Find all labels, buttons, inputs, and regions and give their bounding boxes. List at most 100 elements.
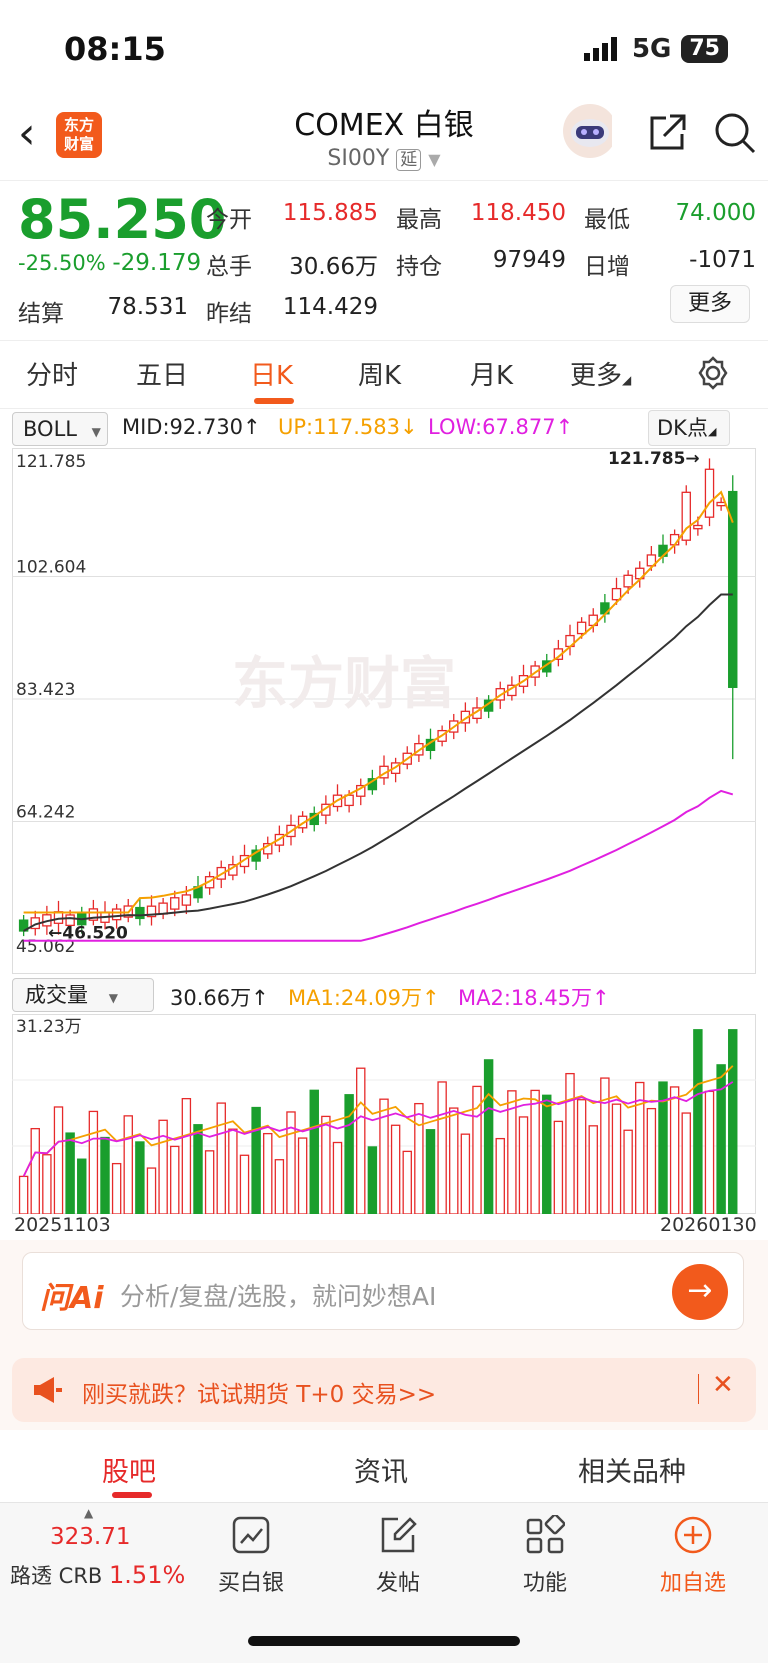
candle-body (728, 490, 738, 688)
ai-input-placeholder[interactable]: 分析/复盘/选股，就问妙想AI (120, 1282, 437, 1311)
volume-bar (658, 1081, 668, 1214)
candle-body (146, 905, 157, 918)
value-low: 74.000 (675, 200, 756, 226)
watermark: 东方财富 (232, 652, 456, 717)
label-prev-settle: 昨结 (206, 301, 252, 327)
indicator-select[interactable]: BOLL ▼ (12, 412, 108, 446)
price-axis-label: 121.785 (16, 452, 86, 472)
active-tab-indicator (254, 398, 294, 404)
arrow-right-icon[interactable]: → (672, 1264, 728, 1320)
price-axis-label: 83.423 (16, 680, 75, 700)
share-icon[interactable] (642, 108, 692, 158)
chart-frame (12, 448, 756, 974)
volume-bar (30, 1127, 40, 1214)
volume-bar (635, 1081, 645, 1214)
volume-bar (669, 1086, 680, 1214)
home-indicator (248, 1636, 520, 1646)
boll-up: UP:117.583↓ (278, 415, 418, 439)
volume-bar (111, 1162, 122, 1214)
tab-forum[interactable]: 股吧 (102, 1457, 156, 1488)
volume-bar (251, 1106, 261, 1214)
volume-bar (42, 1154, 52, 1214)
tab-related[interactable]: 相关品种 (578, 1457, 686, 1488)
last-price: 85.250 (18, 188, 227, 251)
volume-bar (623, 1129, 633, 1214)
back-button[interactable]: ‹ (18, 108, 36, 159)
robot-avatar-icon[interactable] (562, 104, 612, 158)
volume-bar (553, 1120, 564, 1214)
volume-bar (65, 1132, 75, 1214)
functions-button[interactable]: 功能 (490, 1505, 600, 1597)
signal-icon (583, 37, 617, 61)
tab-monthly-k[interactable]: 月K (470, 361, 514, 391)
crb-value[interactable]: 323.71 (50, 1524, 131, 1550)
page-title: COMEX 白银 (294, 108, 474, 143)
chart-tabs (0, 340, 768, 410)
volume-bar (449, 1107, 459, 1214)
instrument-code[interactable]: SI00Y 延 ▼ (327, 146, 441, 171)
tab-five-day[interactable]: 五日 (136, 361, 189, 391)
more-quote-button[interactable]: 更多 (670, 285, 750, 323)
candle-body (135, 906, 145, 920)
tab-more[interactable]: 更多◢ (570, 361, 632, 391)
candle-body (111, 908, 122, 921)
volume-bar (170, 1145, 180, 1214)
volume-bar (460, 1133, 471, 1214)
candle-body (646, 554, 657, 567)
volume-bar (472, 1085, 482, 1214)
volume-max-label: 31.23万 (16, 1017, 82, 1037)
volume-ma1: MA1:24.09万↑ (288, 986, 440, 1010)
settings-icon[interactable] (696, 356, 730, 394)
volume-bar (588, 1125, 598, 1214)
dk-point-button[interactable]: DK点◢ (648, 410, 730, 446)
ai-logo: 问Ai (40, 1281, 104, 1316)
volume-chart[interactable]: 31.23万 (12, 1014, 756, 1214)
candle-body (239, 854, 250, 868)
ai-search-box[interactable] (22, 1252, 744, 1330)
price-axis-label: 102.604 (16, 558, 86, 578)
date-start: 20251103 (14, 1214, 111, 1236)
volume-bar (693, 1029, 703, 1214)
price-axis-label: 45.062 (16, 937, 75, 957)
post-button[interactable]: 发帖 (343, 1505, 453, 1597)
caret-down-icon: ▼ (108, 991, 118, 1005)
tab-weekly-k[interactable]: 周K (358, 361, 402, 391)
value-volume: 30.66万 (289, 254, 378, 280)
label-open: 今开 (206, 207, 252, 233)
candle-body (65, 914, 75, 927)
tab-news[interactable]: 资讯 (354, 1457, 408, 1488)
add-watchlist-button[interactable]: 加自选 (638, 1505, 748, 1597)
label-low: 最低 (584, 207, 630, 233)
battery-icon: 75 (681, 35, 728, 63)
volume-bar (286, 1111, 296, 1214)
boll-lower-line (23, 789, 734, 942)
volume-bar (367, 1146, 378, 1214)
candle-body (623, 574, 633, 588)
tab-daily-k[interactable]: 日K (250, 361, 294, 391)
candle-body (321, 803, 331, 816)
value-open-interest: 97949 (492, 247, 566, 273)
crb-label[interactable]: 路透 CRB 1.51% (10, 1561, 186, 1589)
chevron-down-icon: ▼ (428, 150, 441, 169)
value-open: 115.885 (282, 200, 378, 226)
search-icon[interactable] (710, 108, 760, 158)
volume-bar (146, 1167, 157, 1214)
volume-bar (332, 1141, 343, 1214)
buy-silver-button[interactable]: 买白银 (196, 1505, 306, 1597)
promo-banner[interactable] (12, 1358, 756, 1422)
candle-body (170, 897, 180, 910)
volume-bar (704, 1090, 715, 1214)
candle-body (297, 815, 308, 829)
volume-bar (483, 1059, 494, 1214)
volume-bar (158, 1119, 168, 1214)
volume-bar (88, 1110, 99, 1214)
volume-bar (390, 1124, 401, 1214)
close-icon[interactable]: ✕ (712, 1370, 734, 1400)
date-end: 20260130 (660, 1214, 757, 1236)
candlestick-chart[interactable]: 121.785 102.604 83.423 64.242 45.062 东方财富 121.… (12, 448, 756, 974)
volume-bar (425, 1129, 436, 1214)
volume-bar (356, 1067, 366, 1214)
candle-body (576, 621, 587, 635)
tab-intraday[interactable]: 分时 (26, 361, 79, 391)
volume-indicator-select[interactable]: 成交量 ▼ (12, 978, 154, 1012)
